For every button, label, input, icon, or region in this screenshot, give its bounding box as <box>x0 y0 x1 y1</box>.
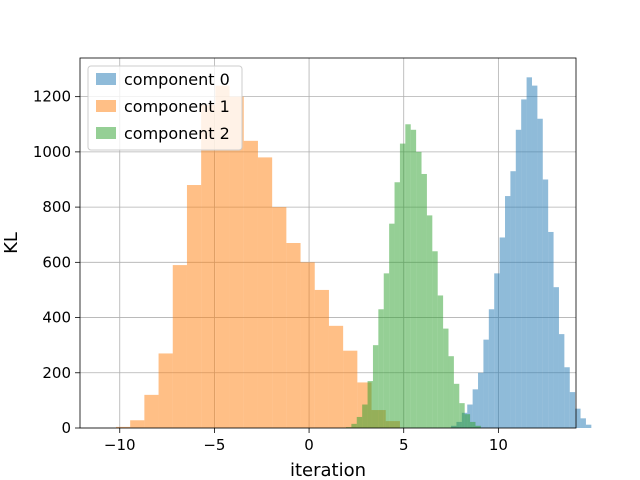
histogram-bar <box>542 179 549 428</box>
histogram-bar <box>300 262 315 428</box>
series-component-0 <box>451 77 592 428</box>
legend-swatch-component-0 <box>96 73 116 85</box>
histogram-bar <box>345 427 352 428</box>
histogram-bar <box>464 414 471 428</box>
histogram-bar <box>172 265 187 428</box>
histogram-bar <box>378 309 384 428</box>
histogram-bar <box>505 196 511 428</box>
y-tick-label: 0 <box>61 419 71 437</box>
histogram-bar <box>158 353 173 428</box>
histogram-bar <box>437 295 444 428</box>
histogram-bar <box>564 367 570 428</box>
histogram-bar <box>553 287 559 428</box>
histogram-bar <box>510 171 516 428</box>
legend-swatch-component-2 <box>96 127 116 139</box>
x-axis-label: iteration <box>290 460 366 480</box>
histogram-bar <box>472 389 479 428</box>
histogram-bar <box>426 215 433 428</box>
y-tick-label: 800 <box>42 198 71 216</box>
y-tick-label: 600 <box>42 253 71 271</box>
histogram-bar <box>201 104 216 428</box>
legend-box <box>87 65 243 151</box>
x-axis-ticks: −10 −5 0 5 10 <box>104 428 508 454</box>
histogram-bar <box>494 273 500 428</box>
histogram-bar <box>115 426 131 428</box>
y-tick-label: 1200 <box>33 88 71 106</box>
histogram-bar <box>416 151 422 428</box>
histogram-bar <box>585 424 592 428</box>
legend-label-component-2: component 2 <box>124 124 230 143</box>
histogram-bar <box>130 420 145 428</box>
histogram-bar <box>448 356 454 428</box>
histogram-bar <box>383 273 390 428</box>
y-axis-ticks: 0 200 400 600 800 1000 1200 <box>33 88 80 437</box>
histogram-bar <box>243 140 258 428</box>
histogram-bar <box>499 237 506 428</box>
histogram-bar <box>580 418 586 428</box>
histogram-bar <box>515 129 522 428</box>
y-tick-label: 400 <box>42 309 71 327</box>
histogram-bar <box>286 243 301 428</box>
histogram-bar <box>521 99 527 428</box>
histogram-bar <box>186 185 202 428</box>
x-tick-label: 0 <box>304 436 314 454</box>
histogram-bar <box>443 328 449 428</box>
histogram-bar <box>459 403 465 428</box>
plot-frame <box>79 57 577 429</box>
histogram-bars <box>115 77 592 429</box>
histogram-bar <box>488 309 495 428</box>
histogram-bar <box>410 129 417 428</box>
legend-label-component-0: component 0 <box>124 70 230 89</box>
histogram-bar <box>478 372 484 428</box>
histogram-bar <box>432 251 438 428</box>
x-tick-label: −5 <box>203 436 225 454</box>
histogram-bar <box>394 182 400 428</box>
histogram-bar <box>351 423 357 428</box>
y-tick-label: 200 <box>42 364 71 382</box>
histogram-bar <box>531 85 538 428</box>
histogram-bar <box>372 345 379 428</box>
x-tick-label: 10 <box>489 436 508 454</box>
histogram-bar <box>537 118 543 428</box>
histogram-bar <box>526 77 532 428</box>
histogram-bar <box>575 408 581 428</box>
x-tick-label: 5 <box>399 436 409 454</box>
histogram-bar <box>475 425 481 428</box>
histogram-bar <box>257 157 273 428</box>
histogram-bar <box>389 223 395 428</box>
y-tick-label: 1000 <box>33 143 71 161</box>
histogram-bar <box>356 416 363 428</box>
histogram-bar <box>314 289 329 428</box>
y-axis-label: KL <box>1 232 22 254</box>
histogram-bar <box>405 124 411 429</box>
histogram-bar <box>470 421 476 428</box>
histogram-bar <box>558 334 565 428</box>
legend-label-component-1: component 1 <box>124 97 230 116</box>
histogram-bar <box>328 325 344 428</box>
x-tick-label: −10 <box>104 436 136 454</box>
legend: component 0 component 1 component 2 <box>87 65 243 151</box>
histogram-bar <box>272 207 287 428</box>
histogram-bar <box>569 392 576 428</box>
series-component-1 <box>115 85 400 429</box>
legend-swatch-component-1 <box>96 100 116 112</box>
histogram-bar <box>215 85 230 428</box>
histogram-bar <box>367 381 373 428</box>
histogram-bar <box>421 173 427 428</box>
histogram-bar <box>483 339 489 428</box>
histogram-bar <box>548 231 554 428</box>
series-component-2 <box>345 124 481 429</box>
histogram-bar <box>453 383 460 428</box>
histogram-bar <box>144 394 159 428</box>
histogram-bar <box>229 96 244 429</box>
histogram-bar <box>399 143 406 428</box>
histogram-bar <box>343 350 358 428</box>
histogram-bar <box>362 404 368 428</box>
